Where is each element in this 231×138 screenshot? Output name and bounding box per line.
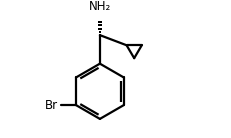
Text: NH₂: NH₂ xyxy=(88,0,111,13)
Text: Br: Br xyxy=(45,99,58,112)
